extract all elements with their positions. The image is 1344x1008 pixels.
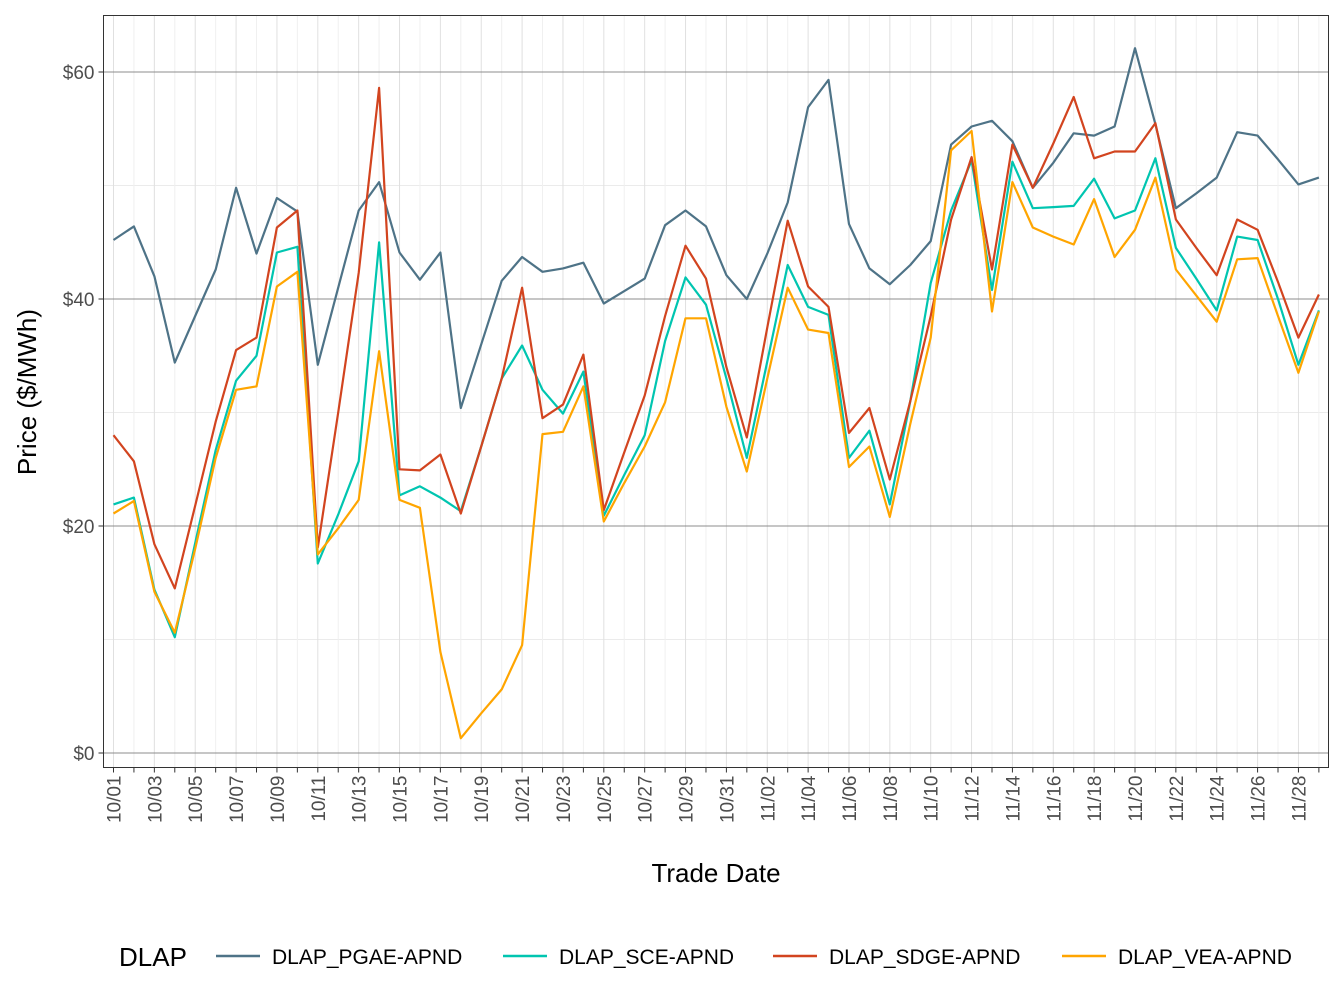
series-lines: [112, 47, 1320, 740]
x-tick-label: 11/04: [799, 775, 820, 822]
x-tick-label: 10/07: [227, 776, 248, 824]
y-tick-label: $0: [73, 744, 94, 765]
series-line-dlap_vea-apnd: [112, 129, 1320, 740]
series-line-dlap_sdge-apnd: [112, 86, 1320, 590]
x-tick-label: 10/27: [636, 776, 657, 824]
series-line-dlap_pgae-apnd: [112, 47, 1320, 410]
y-tick-label: $20: [63, 517, 95, 538]
x-axis: 10/01 10/03 10/05 10/07 10/09 10/11 10/13 10/15…: [105, 767, 1320, 824]
series-line-dlap_sce-apnd: [113, 157, 1320, 639]
x-tick-label: 11/08: [881, 776, 902, 822]
x-tick-label: 10/09: [268, 776, 289, 824]
x-tick-label: 10/13: [350, 776, 371, 824]
x-tick-label: 10/01: [105, 776, 126, 824]
legend-label: DLAP_SCE-APND: [559, 946, 734, 969]
x-axis-title: Trade Date: [651, 858, 780, 888]
x-tick-label: 10/15: [391, 776, 412, 824]
y-tick-label: $60: [63, 63, 95, 84]
legend-label: DLAP_PGAE-APND: [272, 946, 462, 969]
x-tick-label: 10/31: [717, 776, 738, 824]
panel-border: [103, 15, 1329, 768]
legend-label: DLAP_VEA-APND: [1118, 946, 1292, 969]
x-tick-label: 10/23: [554, 776, 575, 824]
x-tick-label: 11/26: [1249, 776, 1270, 822]
x-tick-label: 10/03: [145, 776, 166, 824]
x-tick-label: 11/10: [922, 776, 943, 822]
x-tick-label: 10/25: [595, 776, 616, 824]
legend-title: DLAP: [119, 942, 187, 972]
x-tick-label: 10/19: [472, 776, 493, 824]
x-tick-label: 11/28: [1289, 776, 1310, 822]
x-tick-label: 11/22: [1167, 776, 1188, 822]
y-axis-title: Price ($/MWh): [12, 309, 42, 475]
x-tick-label: 11/16: [1044, 776, 1065, 822]
legend-label: DLAP_SDGE-APND: [829, 946, 1020, 969]
x-tick-label: 11/12: [963, 776, 984, 822]
y-axis: $0 $20 $40 $60: [63, 63, 104, 765]
x-tick-label: 11/02: [758, 776, 779, 822]
x-tick-label: 11/14: [1003, 775, 1024, 822]
x-tick-label: 10/29: [677, 776, 698, 824]
x-tick-label: 11/18: [1085, 776, 1106, 822]
x-tick-label: 11/20: [1126, 776, 1147, 822]
y-tick-label: $40: [63, 290, 95, 311]
x-tick-label: 10/11: [309, 776, 330, 822]
x-tick-label: 10/05: [186, 776, 207, 824]
x-tick-label: 11/06: [840, 776, 861, 822]
x-tick-label: 11/24: [1208, 775, 1229, 822]
legend: DLAP DLAP_PGAE-APND DLAP_SCE-APND DLAP_SDG…: [119, 942, 1292, 972]
x-tick-label: 10/17: [431, 776, 452, 824]
grid: [103, 15, 1329, 768]
x-tick-label: 10/21: [513, 776, 534, 824]
